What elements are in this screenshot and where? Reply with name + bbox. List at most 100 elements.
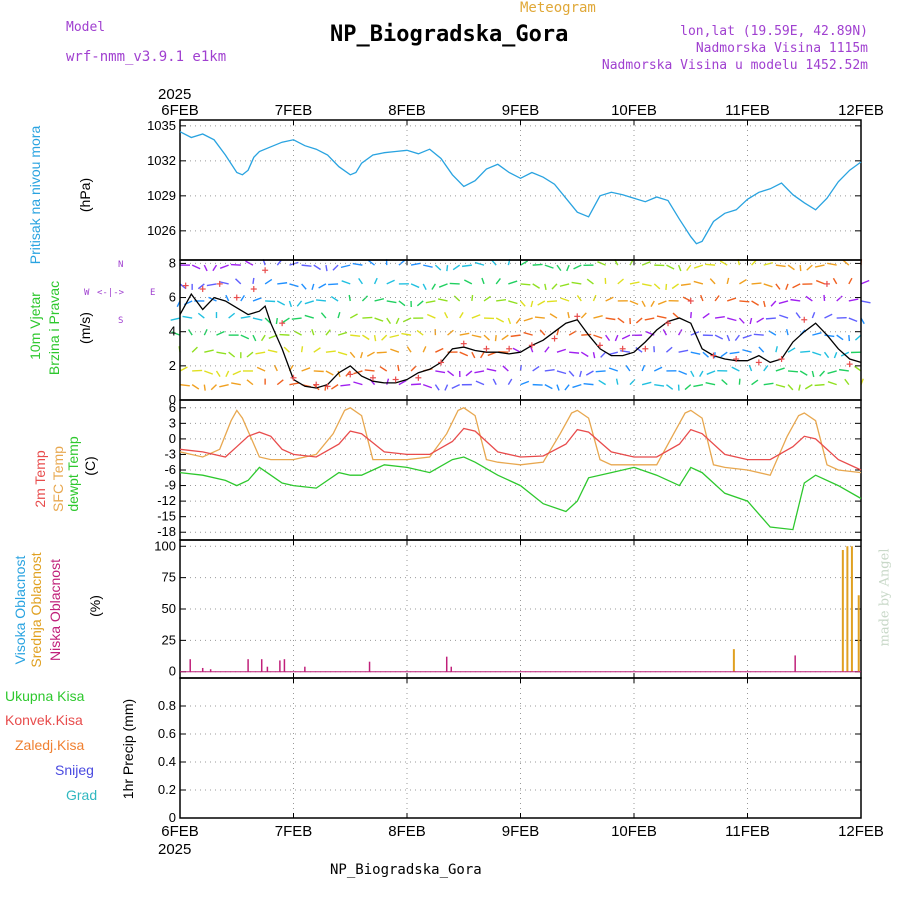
wind-barb	[304, 314, 314, 319]
wind-barb	[684, 384, 692, 391]
wind-barb	[331, 384, 339, 390]
wind-barb	[332, 264, 339, 271]
wind-barb	[702, 351, 709, 358]
wind-barb	[179, 383, 190, 387]
wind-barb	[520, 380, 530, 386]
wind-y-tick-label: 4	[169, 324, 176, 339]
wind-barb	[422, 283, 427, 290]
wind-barb	[300, 346, 304, 353]
wind-barb	[191, 264, 201, 270]
wind-barb	[386, 317, 392, 325]
wind-barb	[763, 262, 774, 266]
temperature-y-tick-label: -12	[157, 493, 176, 508]
wind-barb	[593, 315, 603, 319]
wind-barb	[729, 351, 740, 355]
wind-barb	[805, 295, 813, 302]
wind-barb	[571, 281, 582, 285]
wind-barb	[838, 368, 849, 372]
wind-barb	[580, 312, 587, 319]
wind-barb	[179, 283, 187, 290]
wind-barb	[523, 317, 533, 322]
wind-barb	[406, 346, 412, 353]
wind-barb	[240, 294, 245, 302]
wind-barb	[719, 260, 728, 266]
wind-barb	[246, 351, 254, 358]
wind-barb	[337, 311, 341, 319]
wind-barb	[301, 283, 307, 290]
wind-barb	[474, 261, 485, 266]
wind-barb	[547, 300, 558, 303]
wind-barb	[551, 283, 558, 290]
temperature-y-tick-label: -6	[164, 462, 176, 477]
wind-barb	[650, 300, 655, 307]
wind-barb	[240, 315, 251, 319]
wind-speed-series-line	[179, 292, 862, 389]
wind-barb	[360, 351, 364, 359]
wind-barb	[726, 277, 730, 285]
wind-barb	[836, 334, 844, 341]
chart-subtitle: Meteogram	[520, 0, 596, 16]
wind-barb	[579, 370, 582, 378]
wind-barb	[349, 313, 358, 319]
wind-barb	[775, 383, 786, 388]
wind-barb	[629, 281, 640, 285]
temperature-y-tick-label: -3	[164, 446, 176, 461]
wind-barb	[799, 265, 802, 272]
wind-barb	[815, 279, 825, 285]
wind-barb	[798, 384, 801, 391]
wind-barb	[532, 283, 540, 289]
x-tick-label-top: 6FEB	[161, 102, 199, 119]
wind-barb	[252, 277, 255, 285]
wind-barb	[471, 314, 481, 319]
wind-barb	[787, 264, 795, 271]
wind-barb	[282, 317, 290, 324]
wind-barb	[842, 259, 850, 266]
wind-barb	[373, 277, 378, 285]
wind-barb	[519, 300, 526, 307]
wind-barb	[437, 298, 448, 302]
wind-barb	[279, 333, 290, 336]
wind-barb	[824, 334, 835, 338]
wind-barb	[203, 384, 206, 391]
wind-barb	[416, 300, 424, 307]
wind-barb	[751, 282, 762, 285]
wind-barb	[204, 370, 214, 375]
wind-barb	[264, 317, 271, 324]
wind-barb	[231, 382, 241, 386]
wind-barb	[720, 351, 728, 358]
pressure-series-line	[179, 131, 862, 245]
cloud-y-tick-label: 0	[169, 664, 176, 679]
wind-barb	[758, 346, 765, 353]
wind-barb	[228, 312, 236, 319]
wind-barb	[790, 298, 801, 302]
wind-barb	[507, 378, 513, 385]
wind-barb	[605, 296, 614, 302]
wind-barb	[586, 278, 594, 285]
wind-barb	[814, 264, 825, 268]
wind-barb	[812, 332, 822, 336]
precip-grad-label: Grad	[66, 787, 98, 803]
wind-barb	[358, 277, 363, 285]
wind-barb	[459, 312, 464, 319]
wind-barb	[641, 364, 646, 372]
wind-barb	[605, 317, 616, 321]
wind-barb	[486, 368, 497, 372]
wind-barb	[191, 384, 200, 390]
wind-barb	[435, 370, 446, 374]
wind-barb	[523, 331, 533, 336]
wind-barb	[265, 300, 276, 303]
temp-2m-series-line	[179, 427, 862, 471]
wind-barb	[693, 280, 704, 285]
wind-barb	[410, 283, 420, 289]
wind-barb	[362, 316, 373, 319]
wind-barb	[792, 283, 801, 289]
wind-barb	[690, 311, 692, 319]
wind-barb	[714, 316, 725, 319]
wind-barb	[277, 282, 288, 285]
wind-barb	[410, 262, 421, 266]
wind-barb	[806, 264, 813, 271]
wind-barb	[860, 279, 870, 285]
wind-barb	[727, 297, 737, 302]
wind-barb	[225, 370, 230, 378]
wind-barb	[537, 300, 546, 306]
